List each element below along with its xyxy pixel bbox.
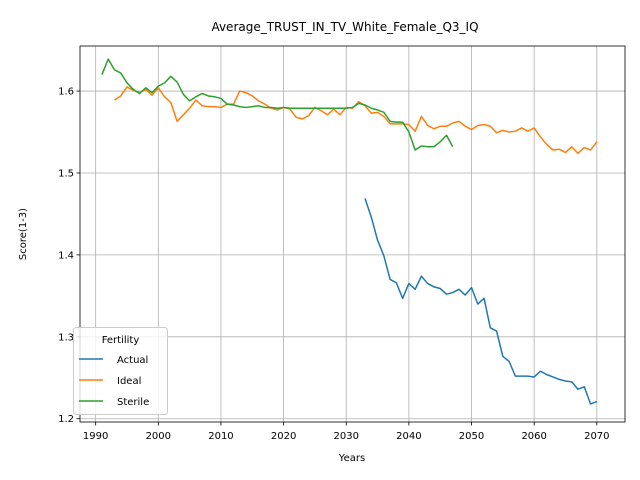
- x-axis: 1990 2000 2010 2020 2030 2040 2050 2060 2070: [83, 422, 610, 442]
- x-tick-label: 2060: [521, 431, 546, 442]
- y-axis: 1.2 1.3 1.4 1.5 1.6: [58, 87, 80, 425]
- legend-label-sterile: Sterile: [117, 397, 149, 408]
- x-tick-label: 2050: [459, 431, 484, 442]
- x-tick-label: 2070: [584, 431, 609, 442]
- chart-title: Average_TRUST_IN_TV_White_Female_Q3_IQ: [211, 20, 478, 34]
- legend-label-ideal: Ideal: [117, 376, 141, 387]
- x-tick-label: 2010: [208, 431, 233, 442]
- series-line-actual: [364, 198, 598, 405]
- x-axis-label: Years: [338, 453, 365, 464]
- y-tick-label: 1.4: [58, 250, 74, 261]
- legend: Fertility Actual Ideal Sterile: [73, 327, 168, 415]
- x-tick-label: 1990: [83, 431, 108, 442]
- y-tick-label: 1.2: [58, 414, 74, 425]
- x-tick-label: 2030: [334, 431, 359, 442]
- series-layer: [101, 58, 598, 405]
- plot-frame: [79, 45, 626, 423]
- x-tick-label: 2020: [271, 431, 296, 442]
- y-tick-label: 1.6: [58, 87, 74, 98]
- y-tick-label: 1.3: [58, 332, 74, 343]
- x-tick-label: 2040: [396, 431, 421, 442]
- y-tick-label: 1.5: [58, 168, 74, 179]
- legend-frame: [73, 327, 168, 415]
- y-axis-label: Score(1-3): [18, 208, 29, 260]
- grid: [80, 46, 625, 422]
- legend-label-actual: Actual: [117, 355, 148, 366]
- legend-title: Fertility: [102, 335, 140, 346]
- series-line-sterile: [101, 58, 454, 151]
- x-tick-label: 2000: [146, 431, 171, 442]
